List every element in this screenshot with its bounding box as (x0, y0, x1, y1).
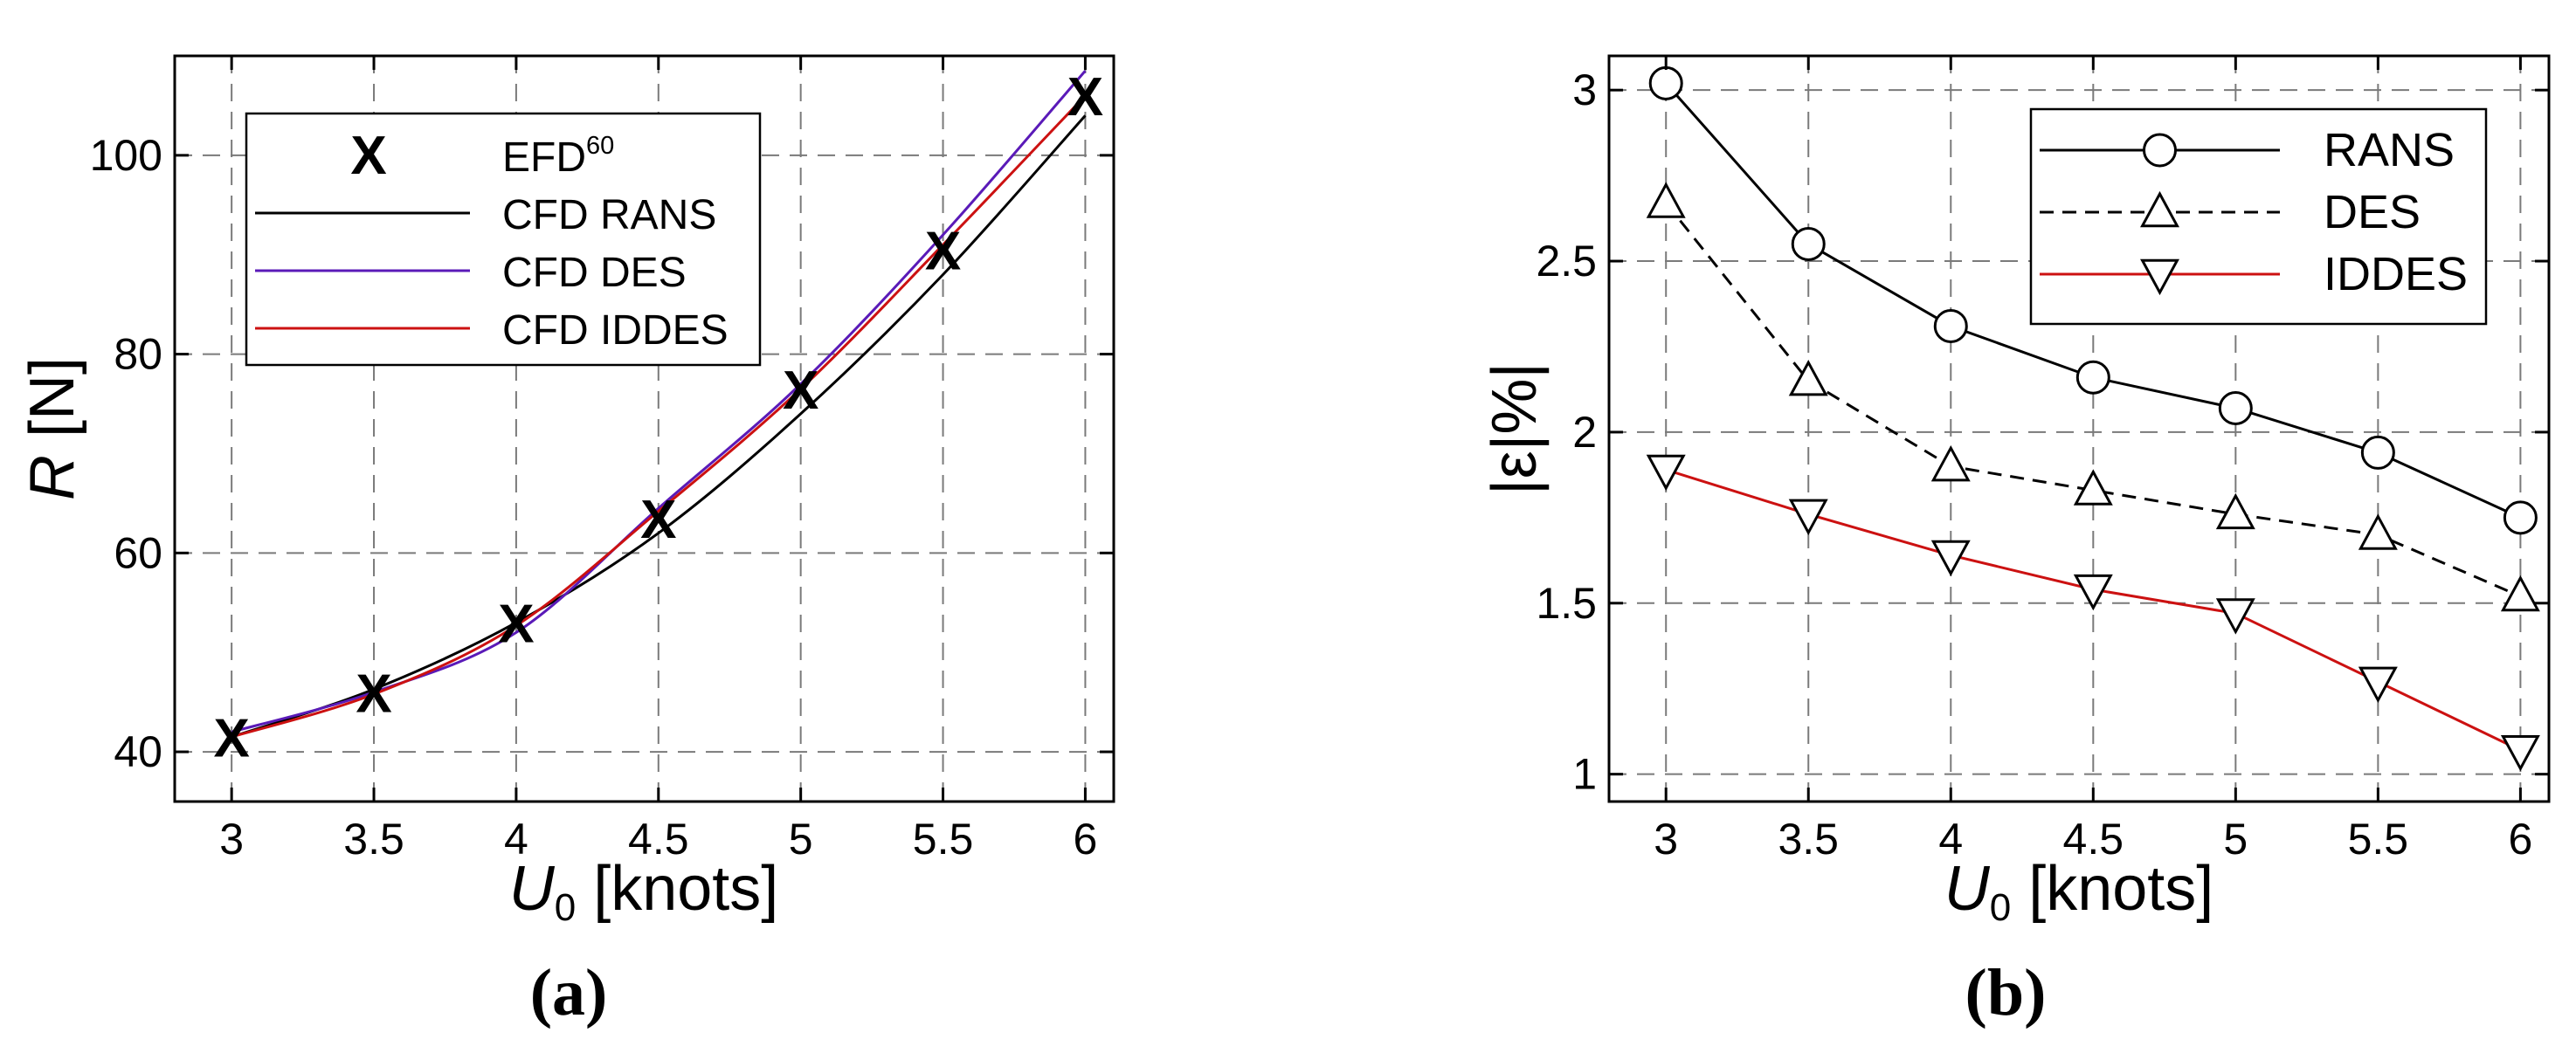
x-tick-label: 5.5 (913, 815, 974, 864)
y-tick-label: 60 (114, 528, 162, 577)
chart-b: 3 3.5 4 4.5 5 5.5 6 1 1.5 2 2.5 3 RANS DES IDDES U0 [… (1480, 54, 2551, 1029)
data-point-efd60: X (213, 709, 249, 769)
data-point-iddes (2500, 734, 2540, 772)
x-tick-label: 5.5 (2348, 815, 2409, 864)
x-tick-label: 4 (1938, 815, 1963, 864)
x-tick-label: 3 (219, 815, 244, 864)
data-point-des (2500, 575, 2540, 612)
legend-label-cfd-rans: CFD RANS (502, 192, 716, 238)
data-point-rans (1791, 226, 1826, 261)
chart-b-ticks: 3 3.5 4 4.5 5 5.5 6 1 1.5 2 2.5 3 (1536, 56, 2549, 864)
legend-marker-rans (2143, 133, 2177, 168)
legend-label-efd60: EFD60 (502, 132, 614, 181)
data-point-efd60: X (1067, 67, 1103, 127)
legend-label-iddes: IDDES (2324, 248, 2468, 300)
data-point-efd60: X (925, 222, 961, 282)
series-line-cfd-iddes (231, 94, 1087, 739)
caption-b: (b) (1965, 956, 2047, 1029)
y-tick-label: 2 (1572, 408, 1597, 457)
series-line-cfd-rans (231, 114, 1087, 739)
data-point-iddes (2215, 598, 2255, 635)
data-point-iddes (1646, 454, 1686, 492)
chart-a-plot-frame (173, 54, 1115, 803)
data-point-rans (2503, 500, 2538, 535)
series-line-cfd-des (231, 70, 1087, 733)
data-point-rans (2360, 435, 2395, 470)
data-point-des (1646, 182, 1686, 218)
x-tick-label: 5 (789, 815, 813, 864)
x-tick-label: 5 (2223, 815, 2248, 864)
data-point-des (1788, 360, 1828, 396)
chart-a-x-axis-label: U0 [knots] (509, 854, 779, 929)
x-tick-label: 4 (504, 815, 528, 864)
chart-a: X X X X X X X 3 3.5 4 4.5 5 5.5 6 40 60 80 100 X EFD60 CFD… (17, 54, 1115, 1029)
legend-label-des: DES (2324, 186, 2421, 238)
data-point-efd60: X (356, 664, 391, 724)
data-point-rans (2075, 360, 2110, 395)
data-point-des (1930, 444, 1971, 482)
data-point-iddes (1930, 540, 1971, 577)
chart-b-legend-box (2029, 107, 2488, 326)
chart-b-legend: RANS DES IDDES (2029, 107, 2488, 326)
chart-a-y-axis-label: R [N] (17, 357, 87, 500)
caption-a: (a) (530, 956, 608, 1029)
data-point-des (2073, 469, 2113, 506)
y-tick-label: 1.5 (1536, 579, 1597, 628)
x-tick-label: 3 (1654, 815, 1678, 864)
data-point-des (2215, 492, 2255, 530)
x-tick-label: 3.5 (1778, 815, 1839, 864)
data-point-efd60: X (783, 361, 818, 421)
legend-marker-efd60: X (350, 126, 386, 186)
x-tick-label: 4.5 (628, 815, 689, 864)
data-point-efd60: X (498, 595, 534, 655)
legend-label-cfd-des: CFD DES (502, 250, 687, 296)
legend-label-rans: RANS (2324, 124, 2455, 176)
x-tick-label: 3.5 (343, 815, 404, 864)
legend-label-cfd-iddes: CFD IDDES (502, 307, 729, 354)
data-point-rans (1648, 65, 1683, 100)
chart-a-series: X X X X X X X (213, 67, 1103, 768)
legend-marker-des (2140, 190, 2179, 228)
y-tick-label: 3 (1572, 65, 1597, 114)
y-tick-label: 2.5 (1536, 237, 1597, 286)
y-tick-label: 100 (90, 131, 162, 180)
data-point-iddes (2358, 666, 2398, 704)
x-tick-label: 4.5 (2063, 815, 2124, 864)
x-tick-label: 6 (1074, 815, 1098, 864)
chart-b-y-axis-label: |ε|%| (1480, 362, 1550, 495)
y-tick-label: 1 (1572, 750, 1597, 799)
data-point-des (2358, 513, 2398, 550)
chart-a-legend-box (245, 112, 762, 367)
data-point-rans (2218, 390, 2253, 425)
data-point-rans (1933, 308, 1968, 343)
chart-a-legend: X EFD60 CFD RANS CFD DES CFD IDDES (245, 112, 762, 367)
legend-marker-iddes (2140, 258, 2179, 296)
chart-a-ticks: 3 3.5 4 4.5 5 5.5 6 40 60 80 100 (90, 56, 1114, 864)
data-point-iddes (2073, 574, 2113, 611)
chart-b-series (1646, 65, 2540, 772)
y-tick-label: 40 (114, 727, 162, 776)
chart-b-x-axis-label: U0 [knots] (1944, 854, 2214, 929)
chart-b-plot-frame (1607, 54, 2551, 803)
x-tick-label: 6 (2508, 815, 2532, 864)
data-point-efd60: X (640, 490, 676, 550)
data-point-iddes (1788, 499, 1828, 536)
y-tick-label: 80 (114, 330, 162, 379)
